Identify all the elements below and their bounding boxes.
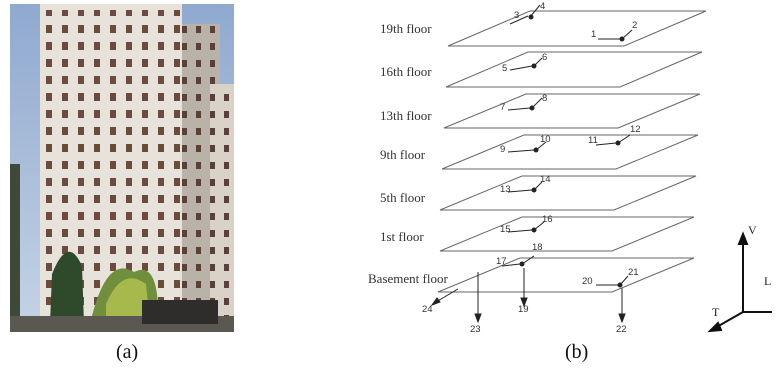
floor-label: 9th floor [380,147,426,162]
sensor-number: 7 [500,102,505,113]
sensor-number: 1 [591,29,596,40]
sensor-number: 19 [518,304,529,315]
sensor-number: 17 [496,256,507,267]
floor-plate-13 [443,93,701,129]
floor-label: 16th floor [380,64,432,79]
floor-label: 19th floor [380,21,432,36]
sensor-number: 18 [532,242,543,253]
floor-plate-9 [441,134,699,170]
floor-plate-19 [447,10,707,47]
floor-plate-basement [437,257,695,293]
axis-label-longitudinal: L [764,274,771,288]
axis-triad [707,231,772,333]
panel-label-b: (b) [565,341,589,363]
sensor-number: 9 [500,144,505,155]
floor-plate-1 [439,216,695,252]
sensor-number: 16 [542,214,553,225]
floor-label: 1st floor [380,229,424,244]
floor-plate-5 [439,175,697,211]
sensor-number: 6 [542,52,547,63]
axis-label-transverse: T [712,305,720,319]
sensor-number: 10 [540,134,551,145]
sensor-number: 20 [582,276,593,287]
building-photo [10,4,234,332]
sensor-number: 8 [542,93,547,104]
sensor-number: 21 [628,267,639,278]
sensor-number: 22 [616,324,627,335]
sensor-number: 5 [502,63,507,74]
sensor-number: 11 [588,135,598,146]
axis-label-vertical: V [748,223,757,237]
sensor-number: 14 [540,174,551,185]
sensor-number: 12 [630,124,641,135]
floor-label: Basement floor [368,271,448,286]
sensor-number: 24 [422,304,433,315]
sensor-number: 2 [632,20,637,31]
sensor-number: 13 [500,184,511,195]
sensor-number: 23 [470,324,481,335]
panel-label-a: (a) [116,341,139,363]
sensor-number: 15 [500,224,511,235]
sensor-number: 3 [514,10,519,21]
floor-label: 5th floor [380,190,426,205]
floor-plate-16 [445,51,703,88]
sensor-number: 4 [540,1,545,12]
floor-label: 13th floor [380,108,432,123]
sensor-layout-diagram: 19th floor 16th floor 13th floor 9th flo… [368,1,772,335]
